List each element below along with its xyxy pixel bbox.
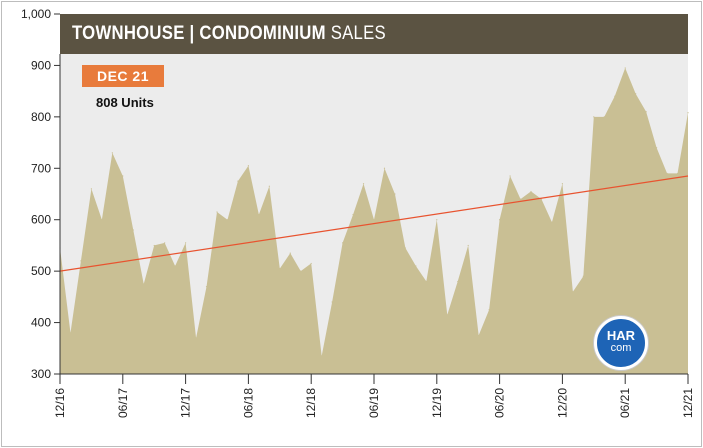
data-point — [509, 175, 511, 177]
x-tick-label: 12/16 — [53, 388, 67, 418]
data-point — [551, 221, 553, 223]
x-tick-label: 06/18 — [241, 388, 255, 418]
y-tick-label: 300 — [31, 367, 51, 381]
data-point — [362, 183, 365, 185]
data-point — [593, 116, 595, 118]
trend-line — [59, 175, 689, 272]
data-point — [122, 175, 124, 177]
chart-title-light: SALES — [325, 23, 386, 44]
data-point — [90, 188, 92, 190]
data-point — [572, 291, 574, 293]
data-point — [279, 267, 281, 270]
data-point — [331, 301, 333, 303]
data-point — [530, 190, 532, 193]
data-point — [624, 67, 626, 69]
data-point — [237, 180, 239, 182]
data-point — [258, 213, 260, 216]
data-point — [457, 280, 459, 283]
data-point — [226, 219, 229, 221]
data-point — [205, 285, 208, 288]
data-point — [352, 213, 354, 216]
data-point — [415, 265, 417, 267]
y-tick-label: 800 — [31, 110, 51, 124]
data-point — [310, 262, 312, 265]
data-point — [582, 275, 584, 277]
x-tick-label: 06/20 — [493, 388, 507, 418]
y-tick-label: 900 — [31, 58, 51, 72]
data-point — [561, 183, 564, 185]
logo-line2: com — [610, 342, 632, 354]
data-point — [519, 198, 522, 200]
data-point — [132, 229, 134, 231]
data-point — [478, 334, 480, 337]
month-badge: DEC 21 — [82, 65, 164, 87]
data-point — [247, 165, 249, 167]
x-tick-label: 12/17 — [179, 388, 193, 418]
data-point — [174, 265, 176, 267]
data-point — [676, 172, 679, 175]
data-point — [69, 332, 72, 334]
data-point — [383, 167, 386, 169]
data-point — [635, 93, 637, 95]
data-point — [268, 185, 270, 187]
data-point — [394, 193, 396, 195]
data-point — [436, 219, 438, 221]
data-point — [666, 172, 668, 175]
y-tick-label: 600 — [31, 213, 51, 227]
data-point — [80, 260, 82, 262]
data-point — [499, 219, 501, 221]
chart-title: TOWNHOUSE | CONDOMINIUM SALES — [72, 23, 386, 45]
data-point — [446, 314, 448, 316]
data-point — [603, 116, 605, 118]
data-point — [645, 111, 647, 113]
data-point — [488, 309, 490, 311]
chart-title-bold: TOWNHOUSE | CONDOMINIUM — [72, 23, 326, 44]
data-point — [467, 244, 469, 247]
y-tick-label: 500 — [31, 264, 51, 278]
data-point — [687, 112, 689, 114]
title-bar: TOWNHOUSE | CONDOMINIUM SALES — [60, 14, 688, 54]
data-point — [373, 219, 375, 221]
data-point — [342, 242, 344, 244]
sales-area — [60, 68, 688, 374]
units-label: 808 Units — [96, 95, 154, 110]
data-point — [195, 337, 197, 339]
x-tick-label: 12/18 — [304, 388, 318, 418]
data-point — [300, 270, 302, 272]
x-tick-label: 06/21 — [618, 388, 632, 418]
data-point — [321, 355, 323, 357]
data-point — [164, 242, 166, 244]
x-tick-label: 06/19 — [367, 388, 381, 418]
data-point — [656, 147, 658, 149]
data-point — [289, 252, 291, 254]
y-tick-label: 700 — [31, 161, 51, 175]
x-tick-label: 06/17 — [116, 388, 130, 418]
data-point — [614, 95, 616, 97]
y-tick-label: 1,000 — [21, 7, 51, 21]
x-tick-label: 12/20 — [555, 388, 569, 418]
data-point — [216, 211, 218, 213]
data-point — [143, 283, 145, 285]
data-point — [101, 219, 103, 221]
har-logo: HAR com — [594, 316, 648, 370]
y-tick-label: 400 — [31, 316, 51, 330]
data-point — [111, 152, 113, 154]
data-point — [404, 247, 406, 249]
x-tick-label: 12/19 — [430, 388, 444, 418]
data-point — [153, 244, 155, 247]
data-point — [425, 280, 427, 283]
x-tick-label: 12/21 — [681, 388, 695, 418]
data-point — [185, 242, 187, 244]
logo-line1: HAR — [606, 328, 636, 343]
